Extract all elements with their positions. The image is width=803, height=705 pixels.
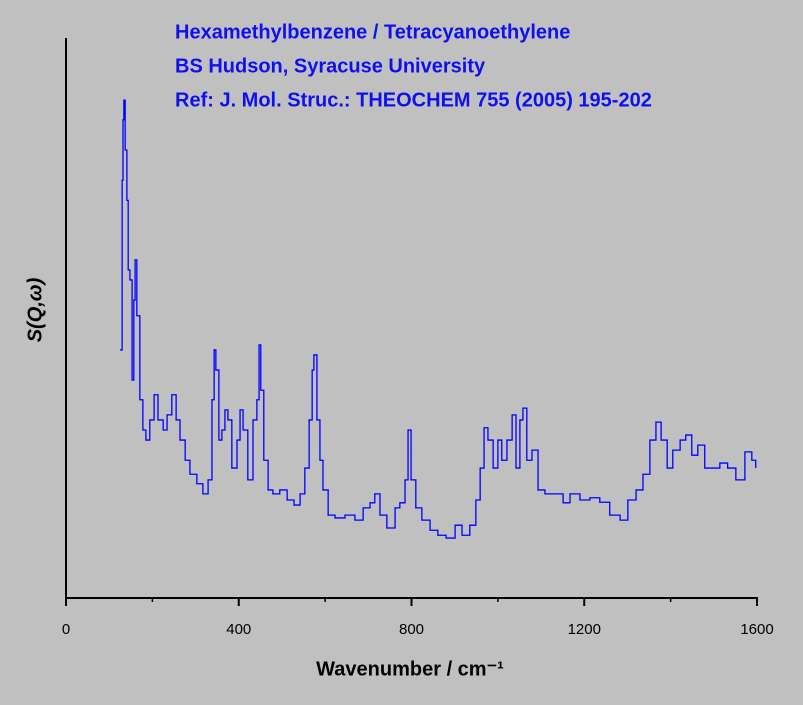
x-tick-label: 1600: [740, 621, 773, 638]
x-tick-label: 400: [226, 621, 251, 638]
y-axis-label: S(Q,ω): [24, 277, 46, 342]
x-tick-label: 1200: [568, 621, 601, 638]
title-line: Hexamethylbenzene / Tetracyanoethylene: [175, 21, 570, 43]
x-tick-label: 800: [399, 621, 424, 638]
spectrum-line: [119, 99, 757, 539]
x-tick-label: 0: [62, 621, 70, 638]
title-line: Ref: J. Mol. Struc.: THEOCHEM 755 (2005)…: [175, 89, 652, 111]
title-line: BS Hudson, Syracuse University: [175, 55, 486, 77]
x-axis-label: Wavenumber / cm⁻¹: [316, 658, 504, 680]
